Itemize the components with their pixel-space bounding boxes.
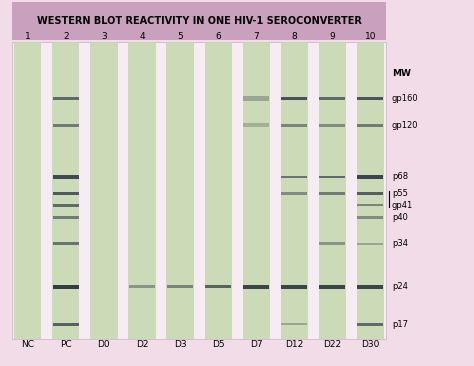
Bar (357, 124, 383, 127)
Text: 5: 5 (177, 32, 183, 41)
Text: 6: 6 (215, 32, 221, 41)
Text: WESTERN BLOT REACTIVITY IN ONE HIV-1 SEROCONVERTER: WESTERN BLOT REACTIVITY IN ONE HIV-1 SER… (36, 16, 362, 26)
Bar (357, 285, 383, 288)
Bar (357, 175, 383, 179)
Bar (14, 42, 41, 339)
Bar (357, 323, 383, 326)
Text: p40: p40 (392, 213, 408, 222)
Bar (319, 192, 346, 195)
Bar (243, 123, 269, 127)
Bar (319, 176, 346, 179)
Text: NC: NC (21, 340, 34, 350)
Text: 2: 2 (63, 32, 69, 41)
Bar (53, 124, 79, 127)
Text: D2: D2 (136, 340, 148, 350)
Bar (166, 42, 194, 339)
Bar (128, 42, 155, 339)
Bar (357, 42, 384, 339)
Text: 7: 7 (253, 32, 259, 41)
Bar (167, 285, 193, 288)
Bar (319, 124, 346, 127)
Text: D3: D3 (174, 340, 186, 350)
Bar (12, 2, 386, 40)
Bar (281, 323, 307, 325)
Text: gp160: gp160 (392, 94, 419, 103)
Bar (281, 176, 307, 179)
Bar (357, 204, 383, 206)
Text: D0: D0 (98, 340, 110, 350)
Bar (243, 285, 269, 288)
Bar (281, 42, 308, 339)
Bar (204, 42, 232, 339)
Bar (53, 175, 79, 179)
Bar (52, 42, 80, 339)
Bar (53, 216, 79, 219)
Text: PC: PC (60, 340, 72, 350)
Text: D22: D22 (323, 340, 341, 350)
Bar (12, 42, 386, 339)
Bar (319, 285, 346, 288)
Text: gp41: gp41 (392, 201, 413, 210)
Text: p17: p17 (392, 320, 408, 329)
Bar (357, 216, 383, 219)
Text: MW: MW (392, 69, 411, 78)
Text: 4: 4 (139, 32, 145, 41)
Text: p55: p55 (392, 189, 408, 198)
Bar (91, 42, 118, 339)
Text: D7: D7 (250, 340, 263, 350)
Text: p34: p34 (392, 239, 408, 248)
Bar (53, 203, 79, 206)
Bar (281, 192, 307, 195)
Bar (129, 285, 155, 288)
Bar (243, 42, 270, 339)
Bar (281, 285, 307, 288)
Bar (53, 97, 79, 100)
Text: 8: 8 (292, 32, 297, 41)
Text: 3: 3 (101, 32, 107, 41)
Text: 1: 1 (25, 32, 31, 41)
Bar (53, 323, 79, 326)
Bar (357, 243, 383, 245)
Bar (53, 242, 79, 245)
Bar (243, 96, 269, 101)
Text: 9: 9 (329, 32, 335, 41)
Text: gp120: gp120 (392, 121, 419, 130)
Bar (319, 242, 346, 245)
Text: D12: D12 (285, 340, 303, 350)
Bar (357, 97, 383, 100)
Text: p68: p68 (392, 172, 408, 182)
Bar (281, 97, 307, 100)
Text: D5: D5 (212, 340, 224, 350)
Bar (319, 42, 346, 339)
Bar (281, 124, 307, 127)
Bar (319, 97, 346, 100)
Bar (53, 285, 79, 289)
Text: D30: D30 (361, 340, 380, 350)
Bar (205, 285, 231, 288)
Text: 10: 10 (365, 32, 376, 41)
Bar (53, 192, 79, 195)
Bar (357, 192, 383, 195)
Text: p24: p24 (392, 282, 408, 291)
